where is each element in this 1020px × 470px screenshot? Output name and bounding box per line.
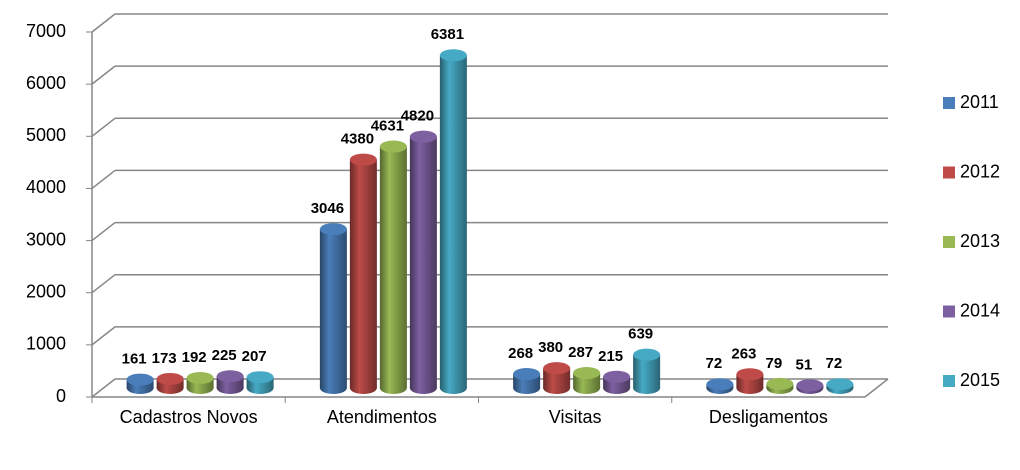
bar-body (379, 146, 407, 388)
legend-label: 2013 (960, 231, 1000, 251)
legend-label: 2015 (960, 370, 1000, 390)
bar (246, 371, 274, 394)
value-label: 4820 (401, 108, 434, 125)
grid-line (91, 221, 116, 242)
bar-top (736, 368, 764, 381)
value-label: 225 (212, 347, 237, 364)
value-label: 639 (628, 326, 653, 343)
value-label: 287 (568, 344, 593, 361)
bar-top (826, 378, 854, 391)
bar (349, 153, 377, 394)
bar (439, 49, 467, 394)
bar-top (126, 373, 154, 386)
y-tick-label: 3000 (26, 229, 66, 249)
y-tick-label: 5000 (26, 125, 66, 145)
grid-line (91, 378, 116, 398)
x-tick-label: Cadastros Novos (119, 407, 258, 427)
grid-line (91, 65, 116, 85)
value-label: 192 (182, 349, 207, 366)
floor-right (864, 378, 889, 398)
x-tick-label: Desligamentos (708, 407, 828, 427)
y-tick-label: 1000 (26, 334, 66, 354)
bar (766, 377, 794, 394)
bar-top (603, 370, 631, 383)
legend-label: 2014 (960, 300, 1000, 320)
value-label: 51 (796, 356, 813, 373)
bar (319, 223, 347, 394)
grid-line (91, 274, 116, 294)
bar-top (439, 49, 467, 62)
x-tick-label: Atendimentos (326, 407, 437, 427)
bar (379, 140, 407, 394)
value-label: 207 (242, 348, 267, 365)
value-label: 161 (122, 351, 147, 368)
bar-top (633, 348, 661, 361)
value-label: 215 (598, 348, 623, 365)
y-tick-label: 2000 (26, 281, 66, 301)
legend-swatch (943, 305, 955, 318)
value-label: 72 (826, 355, 843, 372)
bar (826, 378, 854, 394)
legend-label: 2011 (960, 92, 999, 112)
value-label: 6381 (431, 26, 464, 43)
y-tick-label: 4000 (26, 177, 66, 197)
bar-body (349, 159, 377, 388)
bar (633, 348, 661, 394)
bar-top (513, 368, 541, 381)
value-label: 72 (706, 355, 723, 372)
bar (409, 130, 437, 394)
bar-top (216, 370, 244, 383)
bar-top (706, 378, 734, 391)
legend-swatch (943, 166, 955, 179)
value-label: 263 (731, 345, 756, 362)
bar-top (156, 372, 184, 385)
bar-body (319, 229, 347, 388)
bar-top (319, 223, 347, 236)
grid-line (91, 326, 116, 346)
bar-top (379, 140, 407, 153)
bar-top (246, 371, 274, 384)
bar (156, 372, 184, 394)
value-label: 3046 (311, 200, 344, 217)
bar-top (543, 362, 571, 375)
value-label: 79 (766, 355, 783, 372)
bar-top (409, 130, 437, 143)
bar (216, 370, 244, 394)
legend-swatch (943, 375, 955, 387)
legend-label: 2012 (960, 161, 1000, 181)
y-tick-label: 7000 (26, 21, 66, 41)
bar (706, 378, 734, 394)
legend-swatch (943, 97, 955, 109)
bar-top (186, 371, 214, 384)
bar-top (349, 153, 377, 166)
x-tick-label: Visitas (548, 407, 602, 427)
bar (736, 368, 764, 394)
bar (513, 368, 541, 394)
y-tick-label: 0 (56, 386, 66, 406)
grid-line (91, 13, 116, 33)
value-label: 380 (538, 339, 563, 356)
bar (126, 373, 154, 394)
bar-top (796, 379, 824, 392)
value-label: 268 (508, 345, 533, 362)
bar (603, 370, 631, 394)
legend-swatch (943, 236, 955, 248)
bar-body (409, 136, 437, 388)
value-label: 4380 (341, 131, 374, 148)
bar-top (573, 367, 601, 380)
grid-line (91, 117, 116, 137)
bar (186, 371, 214, 394)
value-label: 4631 (371, 117, 404, 134)
bar-body (439, 55, 467, 388)
value-label: 173 (152, 350, 177, 367)
bar-top (766, 377, 794, 390)
bar (796, 379, 824, 394)
y-tick-label: 6000 (26, 73, 66, 93)
bar (543, 362, 571, 394)
bar (573, 367, 601, 394)
grid-line (91, 169, 116, 190)
